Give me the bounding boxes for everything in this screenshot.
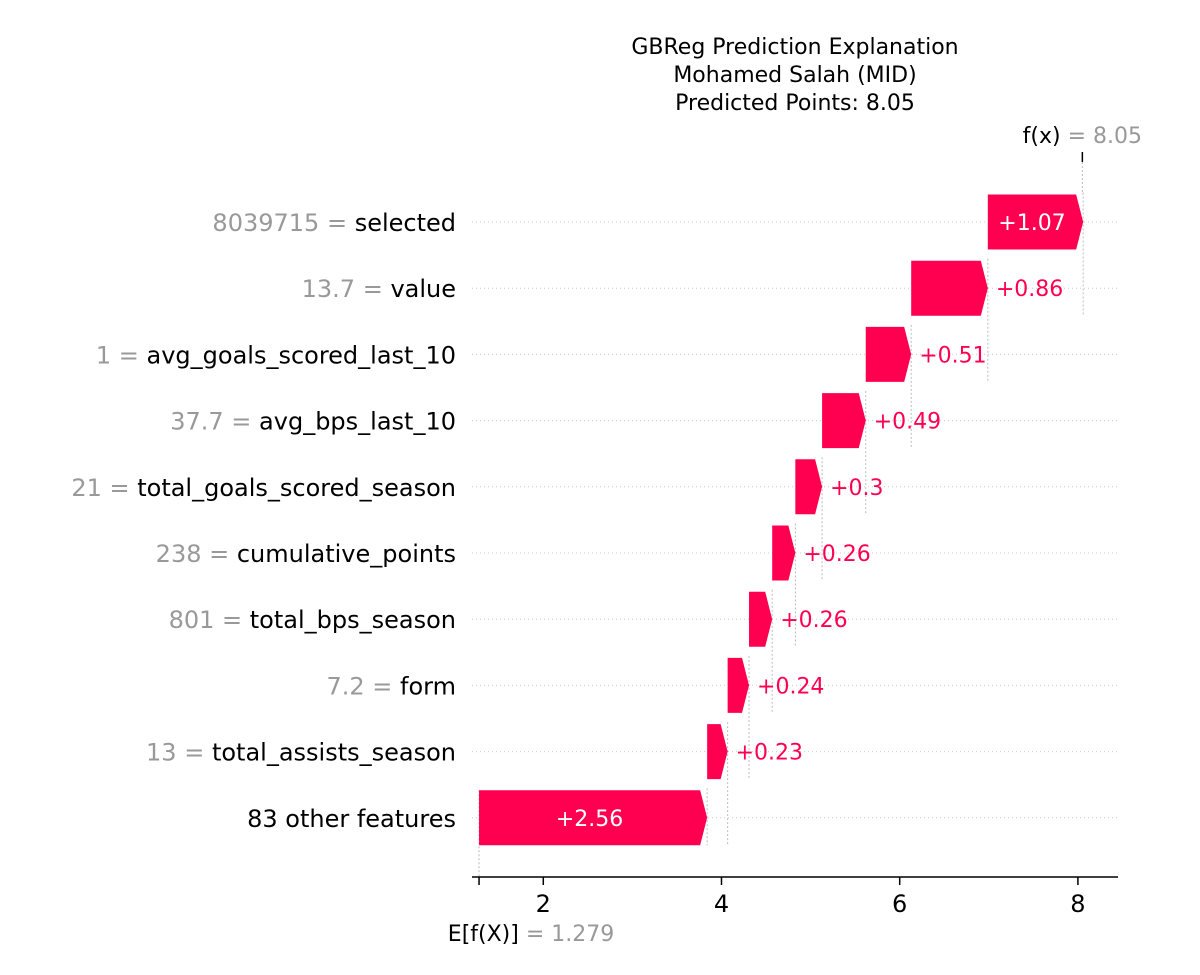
x-tick-label: 8 bbox=[1070, 890, 1085, 918]
feature-value: 801 = bbox=[169, 606, 250, 634]
feature-label: 7.2 = form bbox=[326, 672, 456, 700]
contribution-bar bbox=[911, 260, 988, 316]
contribution-bar bbox=[772, 525, 796, 581]
feature-label: 13.7 = value bbox=[302, 275, 456, 303]
output-label-name: f(x) bbox=[1023, 124, 1061, 149]
feature-name: avg_goals_scored_last_10 bbox=[147, 341, 457, 369]
feature-value: 1 = bbox=[96, 341, 147, 369]
feature-label: 238 = cumulative_points bbox=[156, 540, 456, 568]
x-tick-label: 2 bbox=[536, 890, 551, 918]
contribution-bar bbox=[727, 657, 750, 713]
contribution-label: +1.07 bbox=[998, 211, 1065, 236]
contribution-bar bbox=[479, 790, 708, 846]
contribution-label: +0.49 bbox=[874, 410, 941, 435]
feature-label: 13 = total_assists_season bbox=[146, 739, 456, 767]
base-label-value: = 1.279 bbox=[519, 922, 614, 947]
contribution-bar bbox=[795, 459, 823, 515]
contribution-label: +0.51 bbox=[919, 343, 986, 368]
feature-name: cumulative_points bbox=[237, 540, 456, 568]
contribution-label: +0.24 bbox=[757, 674, 824, 699]
chart-title-line-2: Mohamed Salah (MID) bbox=[673, 63, 916, 88]
feature-name: total_bps_season bbox=[250, 606, 456, 634]
feature-label: 1 = avg_goals_scored_last_10 bbox=[96, 341, 456, 369]
feature-label: 37.7 = avg_bps_last_10 bbox=[170, 408, 456, 436]
contribution-bar bbox=[749, 591, 773, 647]
output-value-label: f(x) = 8.05 bbox=[1023, 124, 1142, 149]
output-label-value: = 8.05 bbox=[1061, 124, 1142, 149]
feature-label: 801 = total_bps_season bbox=[169, 606, 456, 634]
feature-name: avg_bps_last_10 bbox=[259, 408, 456, 436]
plot-area: +1.07 8039715 = selected +0.86 13.7 = value… bbox=[71, 124, 1142, 947]
feature-name: 83 other features bbox=[247, 805, 456, 833]
contribution-bar bbox=[707, 724, 728, 780]
chart-title-line-1: GBReg Prediction Explanation bbox=[631, 35, 958, 60]
contribution-label: +0.86 bbox=[996, 277, 1063, 302]
feature-label: 83 other features bbox=[247, 805, 456, 833]
feature-value: 7.2 = bbox=[326, 672, 400, 700]
feature-label: 21 = total_goals_scored_season bbox=[71, 474, 456, 502]
contribution-bar bbox=[865, 326, 912, 382]
chart-title-line-3: Predicted Points: 8.05 bbox=[675, 91, 915, 116]
feature-name: selected bbox=[355, 209, 456, 237]
feature-value: 21 = bbox=[71, 474, 137, 502]
feature-label: 8039715 = selected bbox=[212, 209, 456, 237]
x-tick-label: 6 bbox=[892, 890, 907, 918]
feature-name: total_goals_scored_season bbox=[137, 474, 456, 502]
contribution-label: +2.56 bbox=[556, 807, 623, 832]
contribution-bar bbox=[987, 194, 1084, 250]
feature-value: 13.7 = bbox=[302, 275, 391, 303]
x-tick-label: 4 bbox=[714, 890, 729, 918]
feature-name: total_assists_season bbox=[212, 739, 456, 767]
feature-value: 13 = bbox=[146, 739, 212, 767]
base-value-label: E[f(X)] = 1.279 bbox=[448, 922, 614, 947]
feature-value: 238 = bbox=[156, 540, 237, 568]
contribution-label: +0.23 bbox=[736, 741, 803, 766]
feature-value: 37.7 = bbox=[170, 408, 259, 436]
feature-name: form bbox=[400, 672, 456, 700]
contribution-bar bbox=[822, 393, 866, 449]
feature-name: value bbox=[390, 275, 456, 303]
contribution-label: +0.3 bbox=[830, 476, 883, 501]
feature-value: 8039715 = bbox=[212, 209, 354, 237]
contribution-label: +0.26 bbox=[803, 542, 870, 567]
base-label-name: E[f(X)] bbox=[448, 922, 519, 947]
contribution-label: +0.26 bbox=[780, 608, 847, 633]
